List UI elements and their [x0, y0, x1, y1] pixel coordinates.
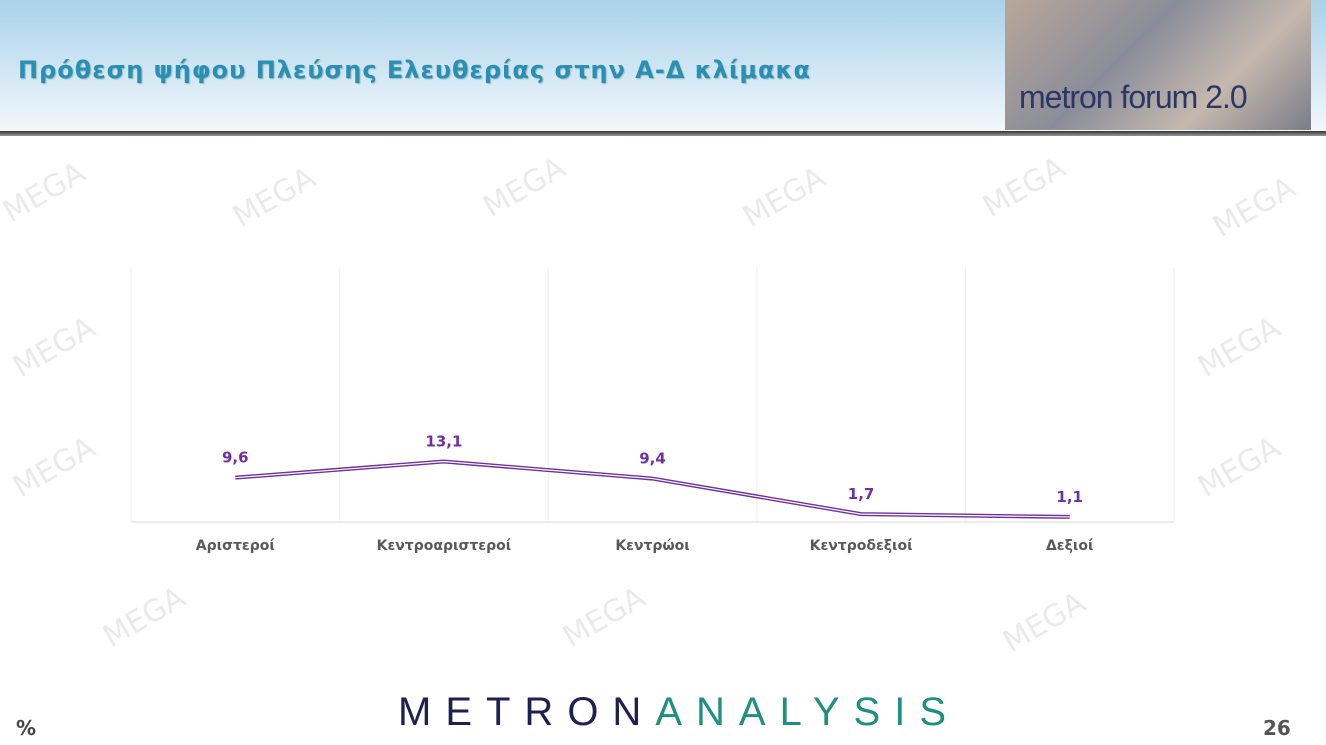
x-tick-label: Αριστεροί: [196, 538, 275, 554]
unit-label: %: [16, 716, 37, 740]
data-label: 9,6: [222, 449, 249, 467]
series-line: [235, 459, 1070, 519]
data-label: 1,1: [1056, 488, 1083, 506]
data-label: 9,4: [639, 450, 666, 468]
data-label: 1,7: [848, 485, 875, 503]
metron-analysis-logo: METRONANALYSIS: [398, 690, 960, 735]
metron-forum-logo: metron forum 2.0: [1005, 0, 1311, 130]
x-tick-label: Κεντρώοι: [615, 538, 689, 554]
page-title: Πρόθεση ψήφου Πλεύσης Ελευθερίας στην Α-…: [18, 56, 812, 84]
x-tick-label: Κεντροδεξιοί: [810, 538, 913, 554]
logo-text: metron forum 2.0: [1019, 79, 1248, 115]
page-number: 26: [1263, 716, 1291, 740]
x-tick-label: Δεξιοί: [1046, 538, 1093, 554]
header-divider: [0, 131, 1326, 136]
brand-text-analysis: ANALYSIS: [655, 690, 961, 734]
x-tick-label: Κεντροαριστεροί: [377, 538, 512, 554]
data-label: 13,1: [425, 433, 462, 451]
brand-text-metron: METRON: [398, 690, 656, 734]
